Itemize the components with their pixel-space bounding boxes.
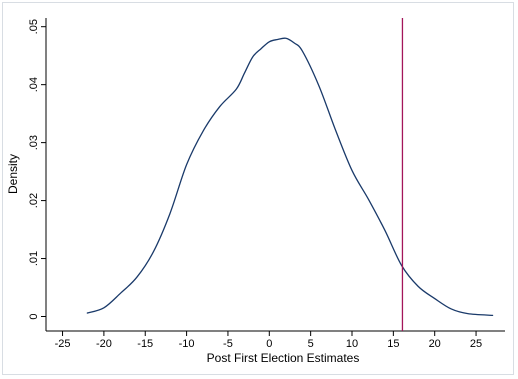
y-tick-label: .05: [28, 19, 40, 34]
x-tick-label: -5: [223, 338, 233, 350]
x-tick-label: -10: [179, 338, 195, 350]
x-tick-label: -25: [55, 338, 71, 350]
y-tick-label: 0: [28, 313, 40, 319]
x-tick-label: 10: [346, 338, 358, 350]
x-tick-label: 5: [308, 338, 314, 350]
y-axis-title: Density: [6, 154, 20, 194]
y-axis: 0 .01 .02 .03 .04 .05: [28, 18, 46, 331]
y-tick-label: .03: [28, 135, 40, 150]
plot-area: [87, 18, 492, 331]
x-tick-label: 25: [470, 338, 482, 350]
x-axis: -25 -20 -15 -10 -5 0 5 10 15 20 25: [46, 331, 505, 350]
y-tick-label: .01: [28, 251, 40, 266]
x-tick-label: 15: [387, 338, 399, 350]
x-tick-label: 0: [266, 338, 272, 350]
x-axis-title: Post First Election Estimates: [207, 351, 360, 365]
y-tick-label: .04: [28, 77, 40, 92]
y-tick-label: .02: [28, 193, 40, 208]
x-tick-label: 20: [429, 338, 441, 350]
density-curve: [87, 38, 492, 315]
x-tick-label: -20: [96, 338, 112, 350]
x-tick-label: -15: [137, 338, 153, 350]
